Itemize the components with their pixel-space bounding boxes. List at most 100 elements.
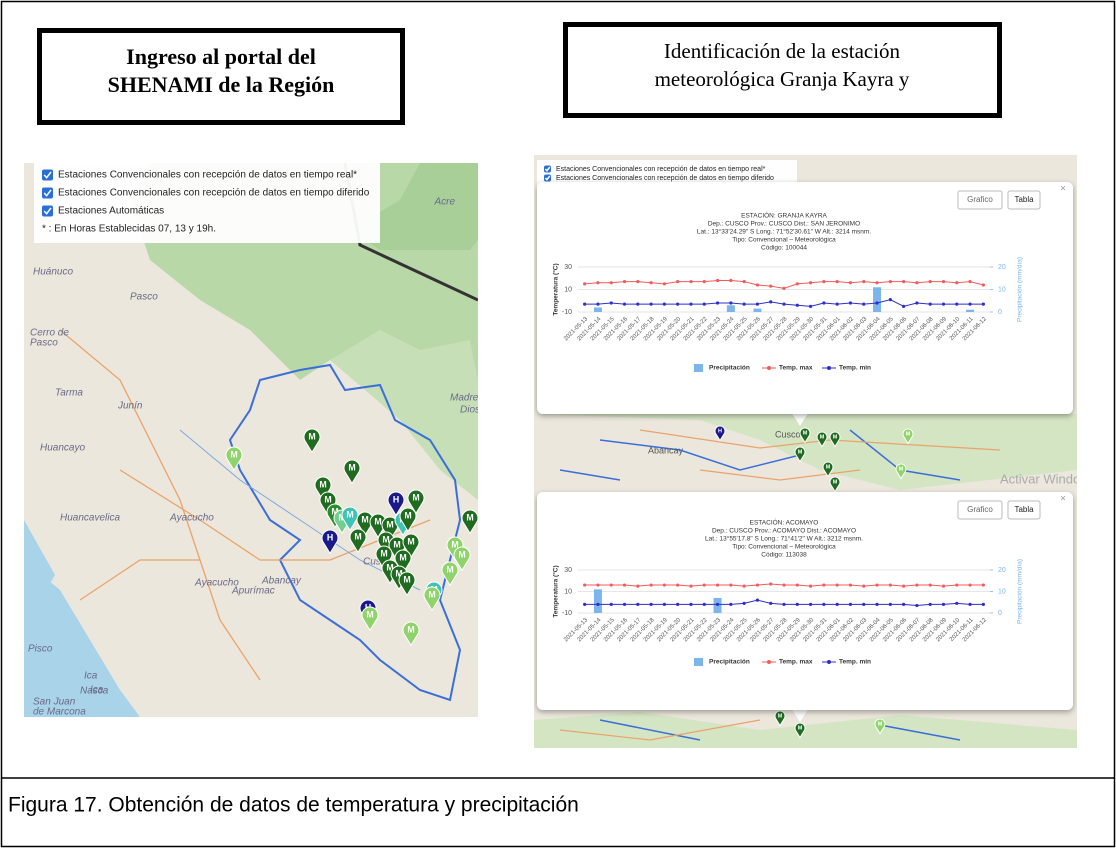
temp-point — [928, 583, 932, 587]
temp-point — [862, 280, 866, 284]
marker-label: M — [393, 539, 400, 549]
button[interactable] — [1007, 190, 1041, 210]
temp-point — [583, 602, 587, 607]
temp-point — [662, 583, 666, 587]
precip-bar — [593, 589, 602, 613]
marker-label: M — [382, 534, 389, 544]
button[interactable] — [957, 500, 1003, 520]
temp-point — [808, 281, 813, 285]
button[interactable] — [957, 190, 1003, 210]
place-label: Dios — [460, 405, 480, 416]
temp-point — [782, 286, 786, 290]
temp-point — [795, 303, 799, 307]
checkmark — [544, 166, 551, 172]
temp-point — [981, 602, 985, 607]
road — [559, 429, 1001, 741]
legend-swatch-dot — [827, 660, 831, 664]
precip-bar — [726, 305, 735, 312]
station-marker — [441, 561, 459, 587]
place-label: Apurímac — [231, 586, 275, 597]
temp-point — [862, 302, 866, 306]
right-title-line: meteorológica Granja Kayra y — [655, 67, 910, 91]
temp-point — [835, 583, 839, 587]
temp-point — [742, 302, 746, 306]
temp-point — [769, 582, 773, 586]
temp-point — [915, 583, 919, 587]
checkmark — [544, 175, 551, 181]
legend-swatch-dot — [827, 366, 831, 370]
temp-point — [622, 302, 627, 306]
button-label: Tabla — [1014, 505, 1034, 514]
marker-label: M — [798, 449, 803, 455]
precip-bar — [593, 307, 602, 312]
temp-point — [689, 602, 693, 607]
legend-label: Temp. min — [839, 365, 871, 372]
station-marker — [402, 533, 420, 559]
marker-label: M — [399, 552, 406, 562]
temp-point — [609, 301, 613, 305]
temp-point — [848, 281, 853, 285]
temp-point — [848, 602, 853, 607]
station-info: Dep.: CUSCO Prov.: ACOMAYO Dist.: ACOMAY… — [712, 528, 856, 535]
marker-label: M — [308, 431, 315, 441]
button-label: Tabla — [1014, 195, 1034, 204]
temp-point — [941, 280, 946, 284]
marker-label: M — [324, 494, 331, 504]
y2-axis-title: Precipitación (mm/día) — [1017, 559, 1024, 624]
station-marker — [349, 528, 367, 554]
temp-point — [769, 601, 773, 605]
marker-label: M — [803, 430, 808, 436]
legend-label: Estaciones Convencionales con recepción … — [58, 188, 370, 199]
marker-label: M — [446, 564, 453, 574]
station-marker — [794, 722, 806, 739]
temp-point — [649, 583, 653, 587]
place-label: Nasca — [80, 686, 109, 697]
station-info: Lat.: 13°55'17.8" S Long.: 71°41'2" W Al… — [705, 535, 863, 543]
temp-point — [729, 278, 733, 283]
place-label: Ica — [84, 671, 98, 682]
temp-point — [902, 280, 906, 284]
temp-point — [596, 281, 600, 285]
temp-point — [795, 602, 799, 607]
temp-point — [955, 583, 959, 587]
marker-label: H — [393, 494, 399, 504]
temp-point — [822, 602, 826, 607]
y2-tick-label: 0 — [998, 610, 1002, 617]
y2-tick-label: 20 — [998, 567, 1006, 574]
temp-point — [822, 583, 826, 587]
legend-swatch-dot — [767, 366, 771, 370]
temp-point — [981, 302, 985, 306]
legend-label: Estaciones Convencionales con recepción … — [58, 170, 357, 181]
temp-point — [729, 602, 733, 607]
y-tick-label: 10 — [564, 286, 572, 293]
button[interactable] — [1007, 500, 1041, 520]
marker-label: M — [230, 449, 237, 459]
temp-point — [835, 280, 839, 284]
temp-point — [862, 602, 866, 607]
station-marker — [774, 710, 786, 727]
temp-point — [755, 598, 760, 602]
temp-point — [609, 281, 613, 285]
station-marker — [303, 428, 321, 454]
temp-point — [875, 281, 879, 285]
marker-label: M — [403, 574, 410, 584]
y2-tick-label: 10 — [998, 286, 1006, 293]
close-button[interactable]: × — [1060, 184, 1066, 195]
temp-point — [915, 281, 919, 285]
map-forest — [534, 712, 1077, 748]
legend-swatch — [694, 364, 703, 372]
button-label: Grafico — [967, 505, 993, 514]
place-label: Junín — [117, 401, 143, 412]
temp-point — [676, 302, 680, 306]
station-marker — [343, 459, 361, 485]
checkmark — [43, 171, 52, 179]
temp-point — [755, 583, 760, 587]
marker-label: M — [451, 539, 458, 549]
station-marker — [822, 461, 834, 478]
temp-point — [928, 602, 932, 607]
close-button[interactable]: × — [1060, 494, 1066, 505]
temp-point — [941, 302, 946, 306]
temp-point — [583, 583, 587, 587]
temp-point — [676, 280, 680, 284]
place-label: Cusco — [363, 557, 392, 568]
